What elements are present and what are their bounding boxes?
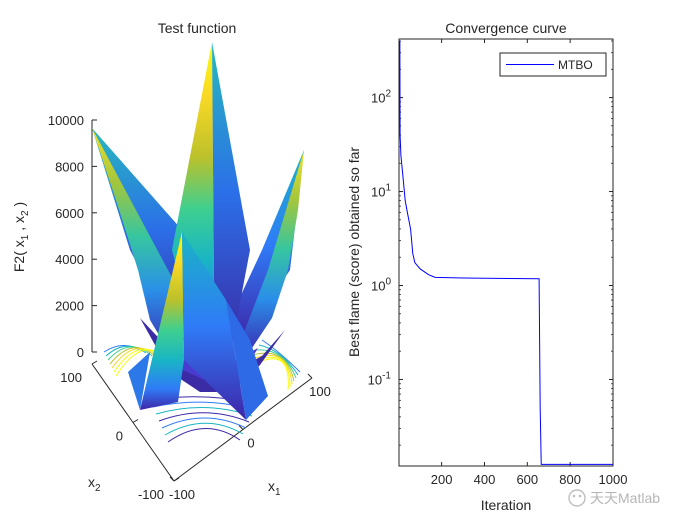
x1-tick-mark bbox=[169, 476, 175, 482]
surface-face-far-peak-right bbox=[212, 42, 250, 345]
legend: MTBO bbox=[499, 52, 607, 77]
contour-line bbox=[261, 339, 301, 373]
y-tick-label: 101 bbox=[371, 183, 391, 200]
x2-tick-label: -100 bbox=[138, 487, 164, 502]
surface-face-front-left-slope bbox=[128, 352, 150, 410]
x2-tick-label: 100 bbox=[60, 370, 82, 385]
x2-tick-mark bbox=[132, 419, 139, 423]
x2-tick-mark bbox=[91, 360, 98, 365]
surface-face-front-peak-right bbox=[182, 232, 246, 420]
watermark-icon bbox=[568, 489, 586, 507]
x1-tick-label: -100 bbox=[169, 487, 195, 502]
convergence-plot: Convergence curve 200 400 600 800 1000 10-11… bbox=[346, 20, 660, 513]
base-ticks: -100 0 100 -100 0 100 bbox=[60, 360, 331, 502]
z-tick-label: 6000 bbox=[55, 206, 84, 221]
x-tick-label: 1000 bbox=[599, 472, 628, 487]
x2-tick-label: 0 bbox=[116, 429, 123, 444]
surface-face-front-right-slope bbox=[226, 300, 268, 420]
y-tick-label: 10-1 bbox=[368, 370, 392, 387]
x1-axis-label: x1 bbox=[268, 478, 281, 498]
y-tick-label: 100 bbox=[371, 277, 391, 294]
z-tick-label: 10000 bbox=[48, 113, 84, 128]
z-axis-label: F2( x1 , x2 ) bbox=[11, 202, 31, 272]
x1-tick-mark bbox=[238, 425, 244, 430]
surface-faces bbox=[92, 42, 304, 420]
y-axis-label: Best flame (score) obtained so far bbox=[346, 147, 362, 357]
x-tick-label: 800 bbox=[559, 472, 581, 487]
contour-line bbox=[107, 346, 153, 361]
contour-line bbox=[164, 422, 244, 436]
x-tick-label: 600 bbox=[516, 472, 538, 487]
contour-line bbox=[252, 352, 295, 382]
z-ticks: 0 2000 4000 6000 8000 10000 bbox=[48, 113, 97, 360]
watermark-text: 天天Matlab bbox=[590, 490, 660, 506]
z-tick-label: 0 bbox=[77, 345, 84, 360]
contour-line bbox=[161, 417, 247, 429]
surface-face-front-peak-left bbox=[140, 232, 184, 410]
surface-face-right bbox=[238, 150, 304, 348]
z-tick-label: 4000 bbox=[55, 252, 84, 267]
x1-tick-label: 0 bbox=[247, 436, 254, 451]
x1-tick-label: 100 bbox=[309, 384, 331, 399]
y-tick-label: 102 bbox=[371, 89, 391, 106]
contour-line bbox=[167, 428, 241, 443]
z-tick-label: 8000 bbox=[55, 159, 84, 174]
x2-axis-label: x2 bbox=[88, 474, 101, 494]
contour-line bbox=[258, 344, 299, 376]
x2-tick-mark bbox=[173, 477, 180, 482]
contour-line bbox=[255, 349, 297, 379]
z-tick-label: 2000 bbox=[55, 299, 84, 314]
x-axis-label: Iteration bbox=[481, 497, 532, 513]
series-line-mtbo bbox=[399, 40, 613, 465]
series-lines bbox=[399, 40, 613, 465]
x-tick-label: 200 bbox=[431, 472, 453, 487]
x1-tick-mark bbox=[307, 373, 313, 379]
surface-title: Test function bbox=[158, 20, 237, 36]
contour-line bbox=[158, 412, 250, 423]
legend-label-mtbo: MTBO bbox=[558, 58, 593, 72]
convergence-title: Convergence curve bbox=[445, 20, 567, 36]
x-ticks: 200 400 600 800 1000 bbox=[431, 39, 628, 487]
surface-face-left bbox=[92, 128, 184, 345]
contour-line bbox=[249, 355, 293, 385]
watermark: 天天Matlab bbox=[568, 489, 660, 507]
y-ticks: 10-1 100 101 102 bbox=[368, 40, 613, 446]
plot-area bbox=[398, 38, 614, 467]
x-tick-label: 400 bbox=[474, 472, 496, 487]
